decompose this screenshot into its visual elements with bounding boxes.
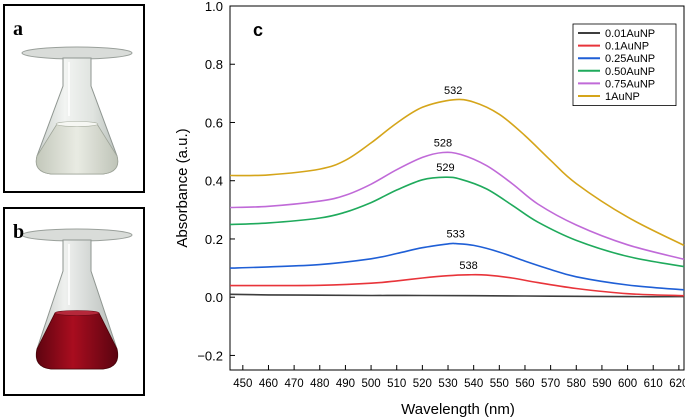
x-tick-label: 500 [361, 378, 380, 390]
y-tick-label: −0.2 [197, 348, 223, 363]
legend-entry: 0.01AuNP [605, 28, 655, 40]
legend-box [572, 23, 677, 106]
flask-red-image [21, 228, 133, 370]
x-tick-label: 600 [618, 378, 637, 390]
series-line-0.50AuNP [229, 176, 685, 268]
peak-label: 528 [434, 137, 452, 149]
panel-label-b: b [13, 221, 25, 243]
legend-entry: 0.25AuNP [605, 53, 655, 65]
plot-frame [229, 5, 685, 371]
y-tick-label: 0.4 [205, 174, 223, 189]
y-tick-label: 0.6 [205, 115, 223, 130]
photo-panel-b: b [3, 207, 145, 396]
legend-entry: 1AuNP [605, 91, 640, 103]
peak-label: 533 [447, 229, 465, 241]
x-tick-label: 590 [592, 378, 611, 390]
legend: 0.01AuNP0.1AuNP0.25AuNP0.50AuNP0.75AuNP1… [572, 23, 677, 106]
legend-entry: 0.50AuNP [605, 66, 655, 78]
x-tick-label: 490 [336, 378, 355, 390]
flask-clear-image [21, 46, 133, 175]
legend-entry: 0.1AuNP [605, 41, 649, 53]
series-line-1AuNP [229, 98, 685, 247]
x-tick-label: 610 [644, 378, 663, 390]
x-tick-label: 450 [233, 378, 252, 390]
x-tick-label: 580 [567, 378, 586, 390]
x-tick-label: 550 [490, 378, 509, 390]
y-tick-label: 0.2 [205, 232, 223, 247]
x-tick-label: 480 [310, 378, 329, 390]
x-tick-label: 460 [259, 378, 278, 390]
series-line-0.75AuNP [229, 151, 685, 261]
series-line-0.1AuNP [230, 273, 685, 297]
x-tick-label: 570 [541, 378, 560, 390]
y-tick-label: 0.8 [205, 57, 223, 72]
y-tick-label: 1.0 [205, 0, 223, 14]
panel-label-a: a [13, 18, 23, 40]
series-line-0.01AuNP [229, 293, 685, 298]
y-tick-label: 0.0 [205, 290, 223, 305]
y-axis-label: Absorbance (a.u.) [174, 128, 191, 247]
series-line-0.25AuNP [229, 242, 685, 291]
photo-panel-a: a [3, 4, 145, 193]
x-tick-label: 620 [669, 378, 685, 390]
x-tick-label: 470 [285, 378, 304, 390]
peak-label: 532 [444, 85, 462, 97]
x-tick-label: 540 [464, 378, 483, 390]
peak-label: 538 [459, 260, 477, 272]
x-tick-label: 530 [438, 378, 457, 390]
x-axis-label: Wavelength (nm) [401, 401, 515, 417]
peak-label: 529 [436, 162, 454, 174]
legend-entry: 0.75AuNP [605, 78, 655, 90]
panel-label-c: c [253, 20, 263, 40]
x-tick-label: 520 [413, 378, 432, 390]
x-tick-label: 510 [387, 378, 406, 390]
x-tick-label: 560 [515, 378, 534, 390]
